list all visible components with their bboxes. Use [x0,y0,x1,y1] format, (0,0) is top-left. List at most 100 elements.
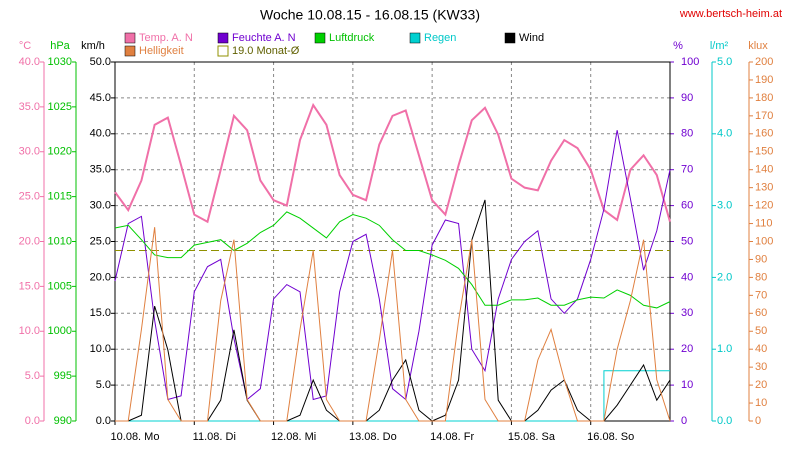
y-tick-label: 100 [755,235,773,247]
legend-label: Helligkeit [139,45,184,57]
x-tick-label: 10.08. Mo [111,431,160,443]
x-tick-label: 14.08. Fr [430,431,474,443]
y-tick-label: 30 [755,361,767,373]
y-tick-label: 5.0 [25,370,40,382]
axis-unit: °C [19,40,31,52]
series-line [114,130,671,401]
y-tick-label: 1000 [48,325,72,337]
y-tick-label: 15.0 [90,307,111,319]
axis-unit: % [673,40,683,52]
y-tick-label: 1015 [48,191,72,203]
y-tick-label: 150 [755,146,773,158]
y-tick-label: 35.0 [90,164,111,176]
y-tick-label: 3.0 [717,200,732,212]
y-tick-label: 5.0 [717,56,732,68]
y-tick-label: 140 [755,164,773,176]
y-tick-label: 200 [755,56,773,68]
legend-label: Regen [424,32,456,44]
y-tick-label: 0.0 [25,415,40,427]
y-tick-label: 120 [755,200,773,212]
y-tick-label: 30.0 [19,146,40,158]
y-tick-label: 100 [681,56,699,68]
y-tick-label: 40 [755,343,767,355]
chart-title: Woche 10.08.15 - 16.08.15 (KW33) [260,7,480,23]
y-tick-label: 20 [755,379,767,391]
y-tick-label: 10 [681,379,693,391]
y-tick-label: 30.0 [90,200,111,212]
series-line [115,227,671,422]
y-tick-label: 70 [755,289,767,301]
axis-unit: hPa [50,40,70,52]
y-tick-label: 20.0 [90,271,111,283]
axis-unit: l/m² [710,40,729,52]
legend-label: Feuchte A. N [232,32,296,44]
y-tick-label: 995 [54,370,72,382]
y-tick-label: 10 [755,397,767,409]
x-tick-label: 15.08. Sa [508,431,556,443]
legend-swatch [217,45,229,57]
y-tick-label: 30 [681,307,693,319]
y-tick-label: 60 [755,307,767,319]
y-tick-label: 15.0 [19,280,40,292]
y-tick-label: 1030 [48,56,72,68]
y-tick-label: 0.0 [96,415,111,427]
y-tick-label: 50 [681,235,693,247]
y-tick-label: 170 [755,110,773,122]
y-tick-label: 20.0 [19,235,40,247]
series-line [114,102,671,224]
y-tick-label: 90 [681,92,693,104]
series-line [114,211,671,309]
y-tick-label: 80 [755,271,767,283]
y-tick-label: 70 [681,164,693,176]
y-tick-label: 45.0 [90,92,111,104]
y-tick-label: 80 [681,128,693,140]
y-tick-label: 1010 [48,235,72,247]
legend-label: Wind [519,32,544,44]
x-tick-label: 16.08. So [587,431,634,443]
y-tick-label: 2.0 [717,271,732,283]
legend-label: Luftdruck [329,32,375,44]
legend-swatch [409,32,421,44]
y-tick-label: 90 [755,253,767,265]
y-tick-label: 990 [54,415,72,427]
y-tick-label: 1020 [48,146,72,158]
y-tick-label: 0.0 [717,415,732,427]
y-tick-label: 4.0 [717,128,732,140]
y-tick-label: 5.0 [96,379,111,391]
y-tick-label: 1005 [48,280,72,292]
y-tick-label: 25.0 [19,191,40,203]
y-tick-label: 110 [755,217,773,229]
legend-swatch [124,32,136,44]
legend-label: 19.0 Monat-Ø [232,45,300,57]
y-tick-label: 20 [681,343,693,355]
legend-label: Temp. A. N [139,32,193,44]
y-tick-label: 10.0 [19,325,40,337]
y-tick-label: 10.0 [90,343,111,355]
y-tick-label: 50 [755,325,767,337]
y-tick-label: 40.0 [90,128,111,140]
y-tick-label: 35.0 [19,101,40,113]
x-tick-label: 11.08. Di [193,431,236,443]
y-tick-label: 130 [755,182,773,194]
y-tick-label: 0 [681,415,687,427]
legend-swatch [504,32,516,44]
y-tick-label: 50.0 [90,56,111,68]
x-tick-label: 13.08. Do [349,431,397,443]
y-tick-label: 180 [755,92,773,104]
y-tick-label: 60 [681,200,693,212]
axis-unit: km/h [81,40,105,52]
source-link: www.bertsch-heim.at [679,8,782,20]
y-tick-label: 40.0 [19,56,40,68]
x-tick-label: 12.08. Mi [271,431,316,443]
legend-swatch [217,32,229,44]
y-tick-label: 1.0 [717,343,732,355]
y-tick-label: 1025 [48,101,72,113]
y-tick-label: 0 [755,415,761,427]
y-tick-label: 160 [755,128,773,140]
legend-swatch [124,45,136,57]
legend-swatch [314,32,326,44]
y-tick-label: 40 [681,271,693,283]
y-tick-label: 190 [755,74,773,86]
y-tick-label: 25.0 [90,235,111,247]
